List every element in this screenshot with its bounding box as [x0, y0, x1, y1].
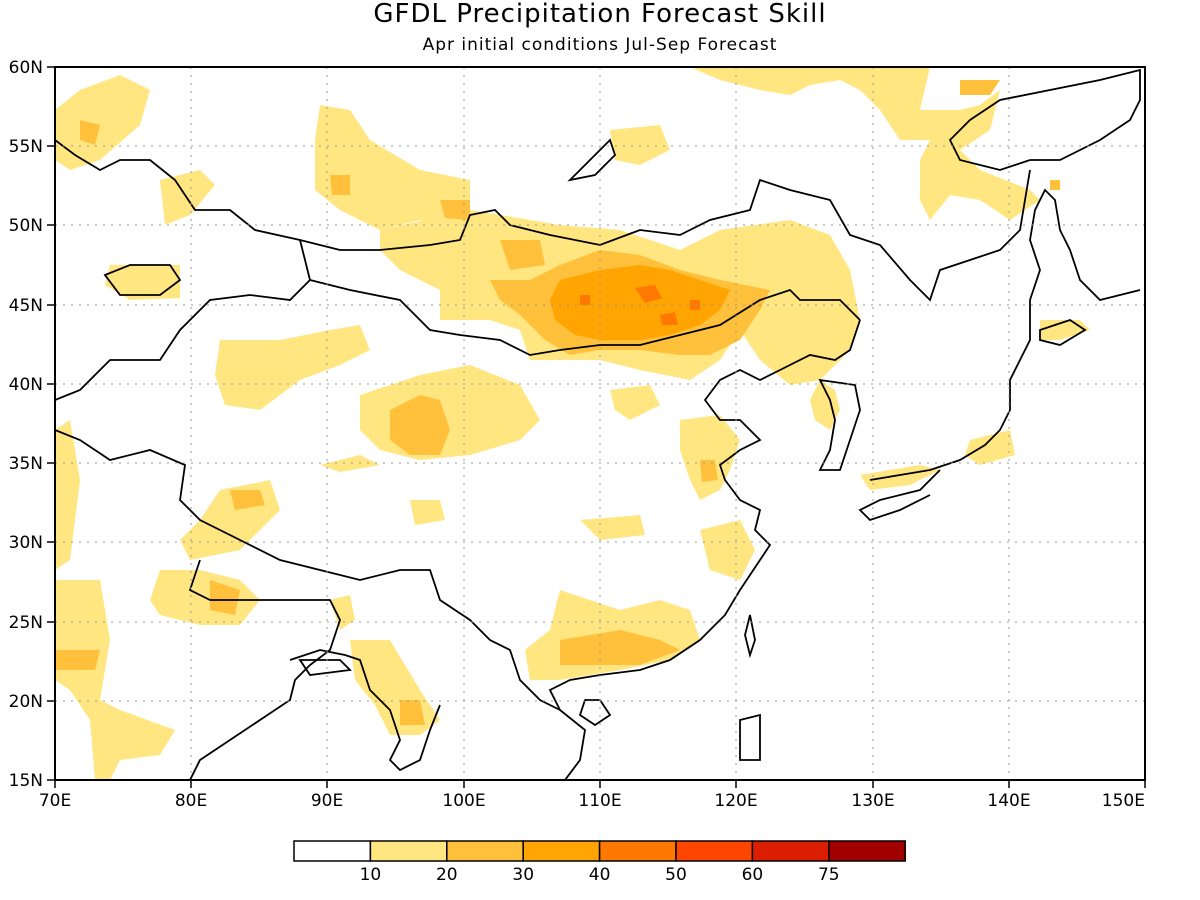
lon-tick-labels: 70E 80E 90E 100E 110E 120E 130E 140E 150…	[39, 791, 1145, 811]
lat-tick-label: 40N	[9, 375, 43, 395]
colorbar-swatch	[751, 840, 830, 862]
colorbar-label: 30	[512, 865, 534, 885]
figure-title: GFDL Precipitation Forecast Skill	[373, 0, 826, 29]
lat-tick-label: 55N	[9, 137, 43, 157]
lon-tick-label: 80E	[175, 791, 207, 811]
colorbar-label: 10	[360, 865, 382, 885]
lat-tick-label: 30N	[9, 533, 43, 553]
colorbar-swatch	[446, 840, 524, 862]
skill-level-10-20	[55, 67, 1090, 780]
lon-tick-label: 70E	[39, 791, 71, 811]
colorbar-swatch	[675, 840, 754, 862]
lon-tick-label: 140E	[987, 791, 1030, 811]
colorbar-label: 40	[589, 865, 611, 885]
colorbar-swatch	[522, 840, 601, 862]
figure-subtitle: Apr initial conditions Jul-Sep Forecast	[423, 35, 778, 55]
gridlines	[55, 67, 1145, 780]
lat-tick-label: 60N	[9, 58, 43, 78]
lat-tick-label: 50N	[9, 216, 43, 236]
colorbar-label: 20	[436, 865, 458, 885]
lon-tick-label: 110E	[578, 791, 621, 811]
colorbar-swatch	[828, 840, 906, 862]
skill-level-40-50	[580, 285, 700, 325]
lon-tick-label: 100E	[442, 791, 485, 811]
colorbar-swatch	[598, 840, 677, 862]
lat-tick-labels: 60N 55N 50N 45N 40N 35N 30N 25N 20N 15N	[9, 58, 43, 791]
lon-tick-label: 120E	[714, 791, 757, 811]
colorbar-swatch	[293, 840, 372, 862]
lat-tick-label: 25N	[9, 613, 43, 633]
lat-tick-label: 45N	[9, 296, 43, 316]
tick-marks	[47, 66, 1146, 788]
skill-shading	[55, 67, 1090, 780]
colorbar-label: 60	[742, 865, 764, 885]
lon-tick-label: 90E	[311, 791, 343, 811]
lon-tick-label: 130E	[851, 791, 894, 811]
coastlines-and-borders	[55, 68, 1141, 780]
colorbar-label: 75	[818, 865, 840, 885]
lat-tick-label: 20N	[9, 692, 43, 712]
lat-tick-label: 15N	[9, 771, 43, 791]
skill-level-30-40	[550, 265, 730, 340]
colorbar-label: 50	[665, 865, 687, 885]
colorbar: 10 20 30 40 50 60 75	[293, 840, 906, 885]
lon-tick-label: 150E	[1102, 791, 1145, 811]
skill-level-20-30	[55, 80, 1060, 725]
lat-tick-label: 35N	[9, 454, 43, 474]
colorbar-swatch	[369, 840, 448, 862]
